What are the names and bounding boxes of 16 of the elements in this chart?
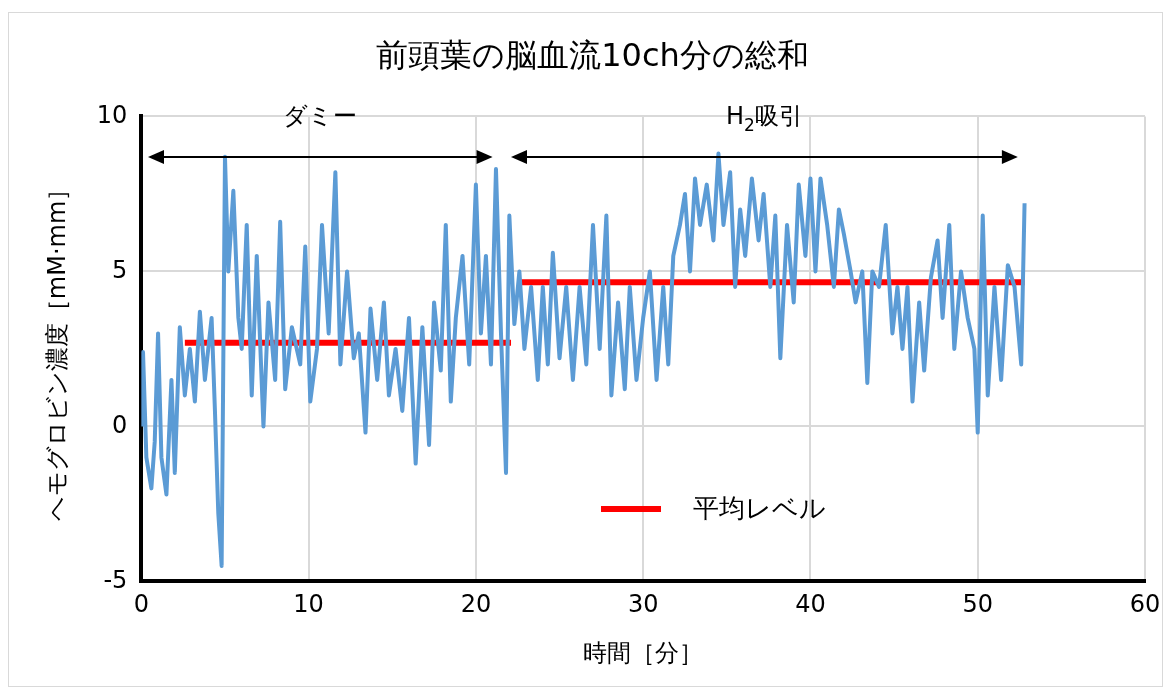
x-axis-title: 時間［分］ bbox=[583, 638, 704, 667]
y-tick-label: 5 bbox=[112, 255, 128, 284]
chart-title: 前頭葉の脳血流10ch分の総和 bbox=[376, 35, 809, 74]
annotation: ダミー bbox=[283, 102, 358, 131]
x-tick-label: 50 bbox=[962, 590, 993, 619]
x-tick-label: 0 bbox=[133, 590, 149, 619]
x-tick-label: 60 bbox=[1129, 590, 1161, 619]
x-tick-label: 30 bbox=[627, 590, 659, 619]
y-tick-label: -5 bbox=[103, 565, 128, 594]
y-axis-title: ヘモグロビン濃度［mM·mm］ bbox=[42, 176, 71, 522]
x-tick-label: 10 bbox=[293, 590, 324, 619]
y-tick-label: 0 bbox=[112, 410, 128, 439]
x-tick-label: 40 bbox=[795, 590, 826, 619]
x-tick-label: 20 bbox=[460, 590, 492, 619]
y-tick-label: 10 bbox=[96, 100, 128, 129]
legend-label: 平均レベル bbox=[692, 492, 826, 526]
